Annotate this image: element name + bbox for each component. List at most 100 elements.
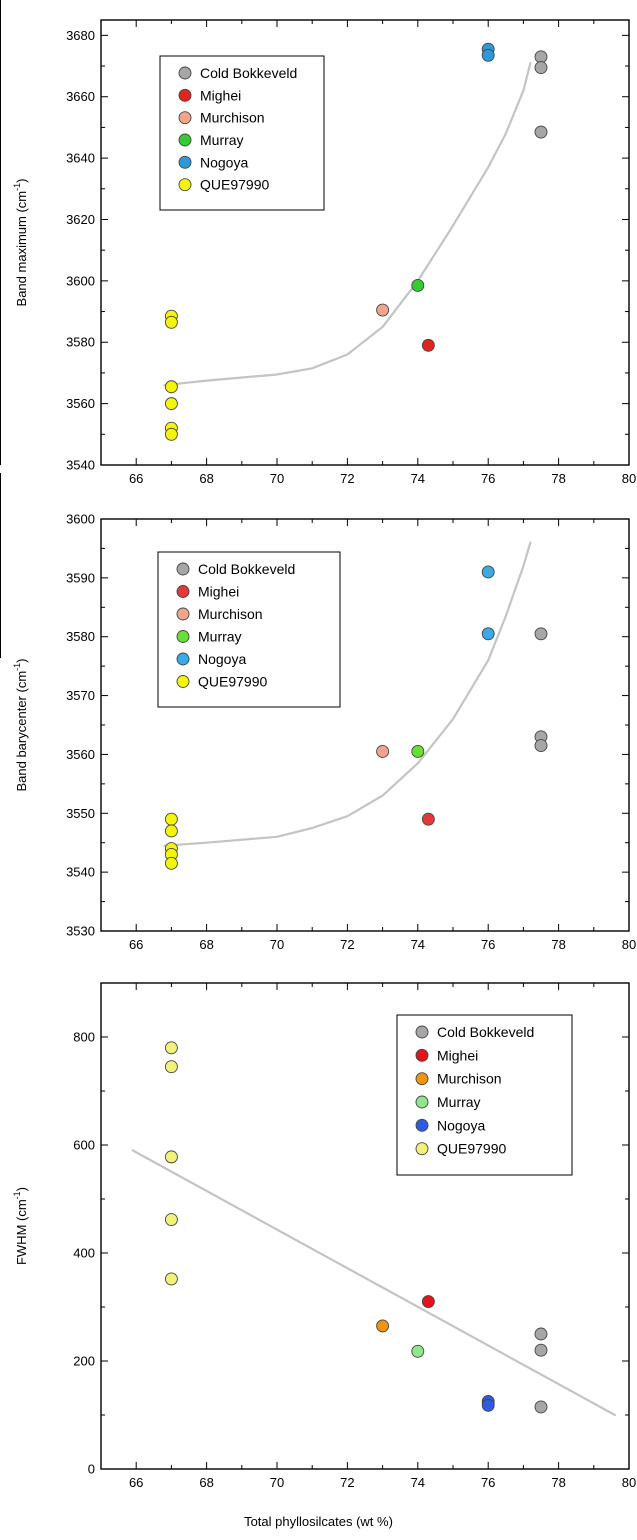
y-axis-title-sup: -1 [12,183,22,191]
legend-label: Mighei [200,87,241,103]
y-tick-label: 3550 [66,806,95,821]
x-tick-label: 66 [129,937,143,952]
x-tick-label: 68 [199,471,213,486]
data-point-nogoya [481,1398,495,1412]
x-tick-label: 72 [340,471,354,486]
legend-marker [178,88,192,102]
legend-label: Nogoya [198,651,246,667]
data-point-que97990 [164,315,178,329]
data-point-cold-bokkeveld [534,1343,548,1357]
y-tick-label: 600 [73,1138,95,1153]
x-tick-label: 68 [199,1475,213,1490]
data-point-que97990 [164,1213,178,1226]
data-point-que97990 [164,397,178,411]
data-point-que97990 [164,1272,178,1286]
data-point-murray [411,1344,425,1358]
legend-marker [176,585,190,598]
x-tick-label: 70 [270,937,284,952]
legend-label: Murchison [198,606,263,622]
x-tick-label: 66 [129,1475,143,1490]
y-tick-label: 3560 [66,396,95,411]
x-tick-label: 72 [340,1475,354,1490]
x-tick-label: 76 [481,1475,495,1490]
y-tick-label: 3640 [66,151,95,166]
plot-frame [100,19,630,466]
legend-marker [176,675,190,688]
legend-label: Murray [198,629,242,645]
legend-marker [415,1025,429,1039]
legend-label: Murray [437,1094,481,1110]
data-point-murray [411,745,425,758]
x-axis-title: Total phyllosilcates (wt %) [244,1514,393,1529]
chart-panel-1: 66 68 70 72 74 76 78 80 3540 3560 3580 3600 3620 3640… [12,19,636,486]
y-tick-label: 3680 [66,28,95,43]
x-tick-label: 70 [270,471,284,486]
data-point-cold-bokkeveld [534,1327,548,1341]
x-tick-label: 78 [551,937,565,952]
data-point-mighei [421,1295,435,1309]
x-tick-label: 76 [481,937,495,952]
legend-label: QUE97990 [198,674,267,690]
legend-marker [178,133,192,147]
legend-marker [176,652,190,666]
y-axis-title: Band maximum (cm-1) [12,179,29,307]
legend-marker [176,607,190,621]
y-axis-title-text: Band maximum (cm [14,191,29,307]
x-tick-label: 70 [270,1475,284,1490]
x-tick-label: 74 [411,937,425,952]
legend-marker [415,1072,429,1086]
x-tick-label: 80 [622,1475,636,1490]
legend-label: Murchison [200,110,265,126]
x-tick-label: 78 [551,1475,565,1490]
legend-marker [415,1048,429,1062]
y-tick-label: 3530 [66,924,95,939]
data-point-que97990 [164,1150,178,1164]
data-point-mighei [421,812,435,826]
legend-marker [176,630,190,643]
legend-marker [178,155,192,169]
plot-frame [100,982,630,1470]
data-point-cold-bokkeveld [534,61,548,75]
y-tick-label: 3570 [66,688,95,703]
x-tick-label: 74 [411,471,425,486]
data-point-murchison [376,303,390,317]
chart-panel-2: 66 68 70 72 74 76 78 80 3530 3540 3550 3560 3570 3580… [12,512,636,953]
y-tick-label: 3540 [66,458,95,473]
left-frame-line-top [0,0,1,465]
data-point-cold-bokkeveld [534,125,548,139]
legend-marker [415,1118,429,1132]
y-tick-label: 0 [88,1462,95,1477]
trend-line [131,1149,617,1417]
data-point-murchison [376,745,390,758]
data-point-que97990 [164,380,178,394]
data-point-que97990 [164,1041,178,1055]
legend-label: Nogoya [437,1117,485,1133]
x-tick-label: 80 [622,937,636,952]
data-point-cold-bokkeveld [534,739,548,753]
y-tick-label: 3620 [66,212,95,227]
x-tick-label: 72 [340,937,354,952]
x-tick-label: 66 [129,471,143,486]
trend-line [163,541,532,847]
legend-label: Murchison [437,1071,502,1087]
y-tick-label: 3660 [66,89,95,104]
legend-marker [176,562,190,576]
data-point-cold-bokkeveld [534,1400,548,1414]
x-tick-label: 76 [481,471,495,486]
legend-label: QUE97990 [200,177,269,193]
legend-label: Murray [200,132,244,148]
y-axis-title-sup: -1 [12,663,22,671]
x-tick-label: 78 [551,471,565,486]
y-tick-label: 400 [73,1246,95,1261]
x-tick-label: 68 [199,937,213,952]
y-tick-label: 3600 [66,512,95,527]
y-tick-label: 3580 [66,335,95,350]
y-axis-title: FWHM (cm-1) [12,1187,29,1265]
legend-label: Cold Bokkeveld [198,561,295,577]
y-axis-title-text: FWHM (cm [14,1199,29,1265]
legend-label: Nogoya [200,154,248,170]
trend-line [163,61,532,387]
y-tick-label: 200 [73,1354,95,1369]
left-frame-line-middle [0,473,1,658]
y-tick-label: 800 [73,1030,95,1045]
